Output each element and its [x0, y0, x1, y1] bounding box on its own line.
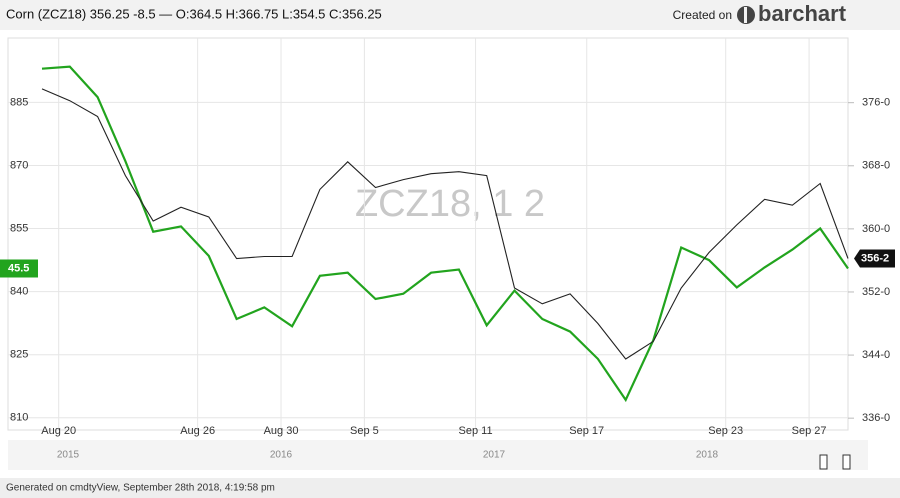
nav-year: 2018: [696, 450, 719, 461]
logo-icon-cut: [744, 7, 747, 23]
brand[interactable]: barchart: [758, 1, 847, 26]
y-tick-label: 870: [10, 159, 28, 171]
chart-title: Corn (ZCZ18) 356.25 -8.5 — O:364.5 H:366…: [6, 6, 382, 21]
x-tick-label: Sep 17: [569, 425, 604, 437]
y2-tick-label: 368-0: [862, 160, 890, 172]
y-tick-label: 825: [10, 349, 28, 361]
nav-year: 2016: [270, 450, 293, 461]
x-tick-label: Aug 20: [41, 425, 76, 437]
navigator[interactable]: [8, 440, 868, 470]
x-tick-label: Sep 23: [708, 425, 743, 437]
y2-tick-label: 352-0: [862, 286, 890, 298]
nav-handle[interactable]: [819, 454, 828, 470]
x-tick-label: Sep 27: [792, 425, 827, 437]
y2-tick-label: 376-0: [862, 97, 890, 109]
x-tick-label: Sep 5: [350, 425, 379, 437]
series-line: [41, 65, 849, 403]
y2-tick-label: 336-0: [862, 412, 890, 424]
x-tick-label: Aug 30: [264, 425, 299, 437]
footer-bar: [0, 478, 900, 498]
y-tick-label: 810: [10, 412, 28, 424]
y2-tick-label: 360-0: [862, 223, 890, 235]
price-tag: [854, 249, 895, 268]
price-tag-label: 45.5: [8, 262, 29, 274]
nav-year: 2015: [57, 450, 80, 461]
x-tick-label: Aug 26: [180, 425, 215, 437]
series-line: [41, 88, 849, 360]
y2-tick-label: 344-0: [862, 349, 890, 361]
price-tag: [0, 259, 38, 278]
y-tick-label: 855: [10, 222, 28, 234]
y-tick-label: 885: [10, 96, 28, 108]
plot-frame: [7, 37, 849, 431]
footer: Generated on cmdtyView, September 28th 2…: [6, 483, 275, 494]
nav-handle[interactable]: [842, 454, 851, 470]
created-on: Created on: [673, 8, 732, 22]
price-tag-label: 356-2: [861, 252, 889, 264]
x-tick-label: Sep 11: [459, 425, 493, 437]
nav-year: 2017: [483, 450, 506, 461]
y-tick-label: 840: [10, 286, 28, 298]
watermark: ZCZ18, 1 2: [355, 183, 545, 225]
